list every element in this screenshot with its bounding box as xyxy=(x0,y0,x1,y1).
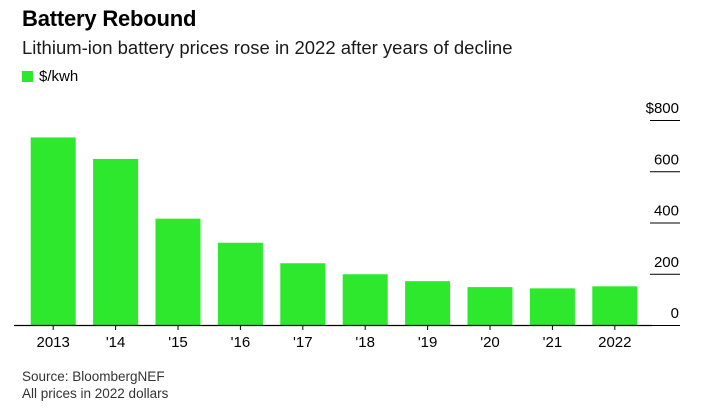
legend: $/kwh xyxy=(22,68,78,85)
footer-notes: Source: BloombergNEF All prices in 2022 … xyxy=(22,368,168,402)
bar-17 xyxy=(280,263,326,325)
y-tick-label: 400 xyxy=(654,203,679,220)
y-tick-label: 200 xyxy=(654,254,679,271)
legend-swatch xyxy=(22,71,33,82)
chart-subtitle: Lithium-ion battery prices rose in 2022 … xyxy=(22,37,513,58)
y-tick-label: 600 xyxy=(654,151,679,168)
chart-title: Battery Rebound xyxy=(22,6,197,31)
y-tick-label: 0 xyxy=(671,305,679,322)
bar-2013 xyxy=(30,137,76,325)
bar-14 xyxy=(93,158,139,325)
x-tick-label: '21 xyxy=(543,334,563,351)
source-note: Source: BloombergNEF xyxy=(22,369,165,384)
bar-21 xyxy=(529,288,575,325)
x-tick-label: '19 xyxy=(418,334,438,351)
x-tick-label: '14 xyxy=(106,334,126,351)
x-tick-label: 2022 xyxy=(598,334,631,351)
bar-19 xyxy=(405,281,451,325)
prices-note: All prices in 2022 dollars xyxy=(22,386,169,401)
bar-16 xyxy=(217,242,263,325)
bar-2022 xyxy=(592,286,638,325)
x-tick-label: '17 xyxy=(293,334,313,351)
x-tick-label: '18 xyxy=(355,334,375,351)
bar-20 xyxy=(467,287,513,325)
x-tick-label: '15 xyxy=(168,334,188,351)
x-tick-label: 2013 xyxy=(37,334,70,351)
legend-label: $/kwh xyxy=(39,68,79,85)
x-tick-label: '20 xyxy=(480,334,500,351)
bar-18 xyxy=(342,274,388,325)
x-tick-label: '16 xyxy=(231,334,251,351)
y-tick-label: $800 xyxy=(646,100,679,117)
bar-15 xyxy=(155,218,201,325)
